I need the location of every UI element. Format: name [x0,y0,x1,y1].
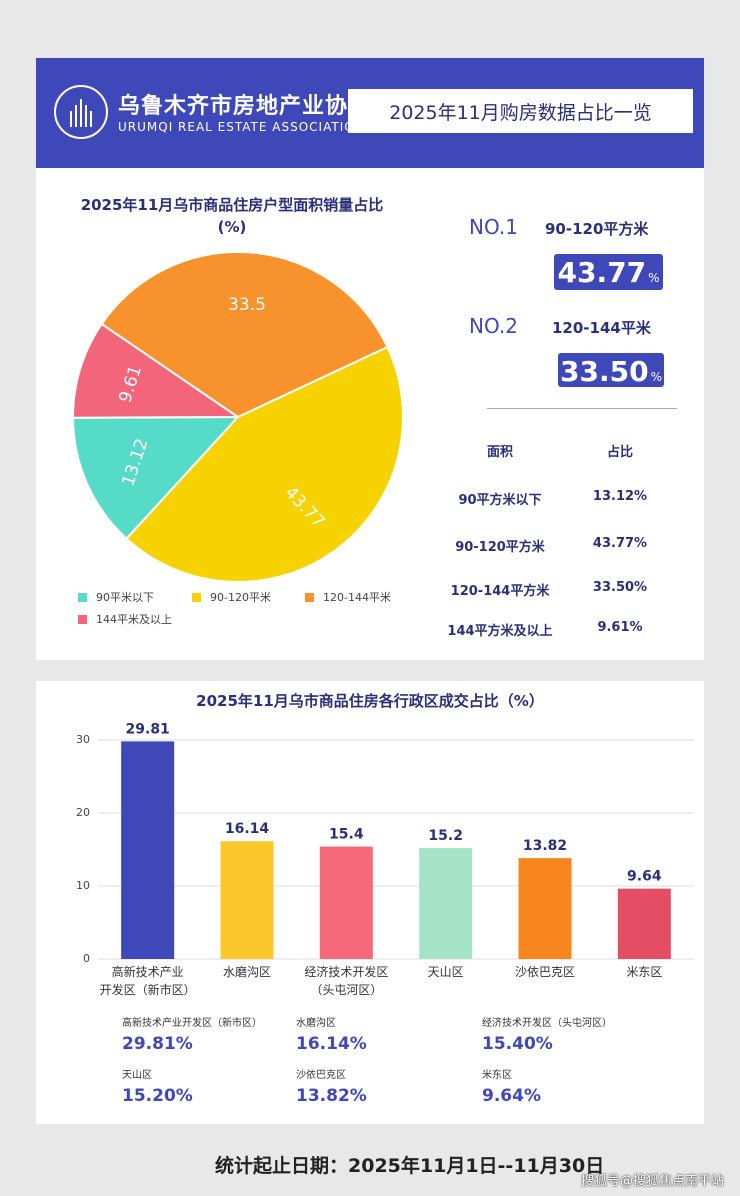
district-stat-value: 16.14% [296,1034,367,1054]
y-tick-label: 30 [76,733,90,746]
legend-item: 90-120平米 [192,589,271,605]
legend-item: 90平米以下 [78,589,154,605]
x-tick-label: 沙依巴克区 [515,964,575,979]
district-stat-value: 13.82% [296,1086,367,1106]
bar-chart-title: 2025年11月乌市商品住房各行政区成交占比（%） [196,692,544,710]
rank2-area: 120-144平米 [552,319,651,337]
x-tick-label: 高新技术产业 [112,964,184,979]
rank1-value-badge: 43.77% [554,254,663,290]
table-cell-area: 90-120平方米 [455,540,545,555]
district-stat-value: 29.81% [122,1034,193,1054]
bar-data-label: 16.14 [225,821,270,837]
org-name-en: URUMQI REAL ESTATE ASSOCIATION [118,120,365,134]
rank2-value-badge: 33.50% [558,353,664,388]
bar [220,841,274,959]
x-tick-label: （头屯河区） [310,983,382,997]
legend-swatch [78,592,87,602]
legend-item: 120-144平米 [305,589,391,605]
district-stat-value: 15.20% [122,1086,193,1106]
source-watermark: 搜狐号@搜狐焦点南平站 [580,1174,724,1189]
bar-chart: 0 10 20 30 29.81 高新技术产业开发区（新市区） 16.14 水磨沟区 15.4 经… [76,721,694,997]
rank2-pct: % [650,370,662,384]
bar [419,848,473,959]
legend-label: 120-144平米 [323,591,391,604]
association-logo [54,85,108,139]
district-stat-label: 天山区 [122,1070,152,1081]
org-name-cn: 乌鲁木齐市房地产业协会 [118,94,372,119]
district-stat-label: 米东区 [482,1070,512,1081]
bar [617,888,671,959]
table-header-share: 占比 [606,445,633,460]
table-cell-share: 13.12% [592,489,648,504]
table-cell-area: 90平方米以下 [458,493,542,508]
table-divider [487,408,677,409]
table-cell-area: 144平方米及以上 [447,624,553,639]
district-stat-label: 高新技术产业开发区（新市区） [122,1018,262,1029]
rank1-pct: % [648,271,660,285]
rank2-value: 33.50 [560,355,649,388]
district-stat-value: 9.64% [482,1086,541,1106]
district-stat-label: 沙依巴克区 [296,1070,346,1081]
x-tick-label: 水磨沟区 [223,965,271,979]
legend-swatch [305,592,314,602]
table-cell-share: 33.50% [592,580,648,595]
bar-data-label: 29.81 [126,721,170,737]
bar [518,858,572,959]
rank2-no: NO.2 [469,314,518,338]
rank1-value: 43.77 [557,256,647,289]
legend-swatch [192,592,201,602]
table-cell-share: 9.61% [597,620,643,635]
page-title: 2025年11月购房数据占比一览 [348,89,693,133]
legend-label: 90-120平米 [210,591,271,604]
pie-data-label: 33.5 [228,295,266,315]
pie-slice [125,345,404,583]
district-stat-label: 水磨沟区 [296,1018,336,1029]
pie-slice [71,415,241,541]
bar [319,846,373,959]
bar-data-label: 9.64 [627,869,662,885]
y-tick-label: 20 [76,806,90,819]
table-header-area: 面积 [486,445,513,460]
y-tick-label: 0 [83,952,90,965]
x-tick-label: 天山区 [428,965,464,979]
legend-label: 90平米以下 [96,591,154,604]
pie-slice [100,251,389,419]
header-banner: 乌鲁木齐市房地产业协会 URUMQI REAL ESTATE ASSOCIATI… [36,58,704,168]
pie-chart-unit: (%) [217,218,247,236]
x-tick-label: 米东区 [626,965,662,979]
bar-data-label: 15.4 [329,827,364,843]
x-tick-label: 开发区（新市区） [100,982,196,997]
district-stat-label: 经济技术开发区（头屯河区） [482,1018,612,1029]
rank1-area: 90-120平方米 [545,220,649,238]
table-cell-share: 43.77% [592,536,648,551]
legend-item: 144平米及以上 [78,611,172,627]
statistics-date-range: 统计起止日期：2025年11月1日--11月30日 [215,1155,605,1177]
legend-label: 144平米及以上 [96,613,172,626]
pie-chart-title: 2025年11月乌市商品住房户型面积销量占比 [80,196,384,214]
rank1-no: NO.1 [469,215,518,239]
y-tick-label: 10 [76,879,90,892]
legend-swatch [78,614,87,624]
district-stat-value: 15.40% [482,1034,553,1054]
bar-data-label: 15.2 [428,828,463,844]
pie-slice [72,322,242,419]
table-cell-area: 120-144平方米 [450,584,550,599]
x-tick-label: 经济技术开发区 [304,964,388,979]
bar [121,741,175,959]
bar-data-label: 13.82 [523,838,567,854]
